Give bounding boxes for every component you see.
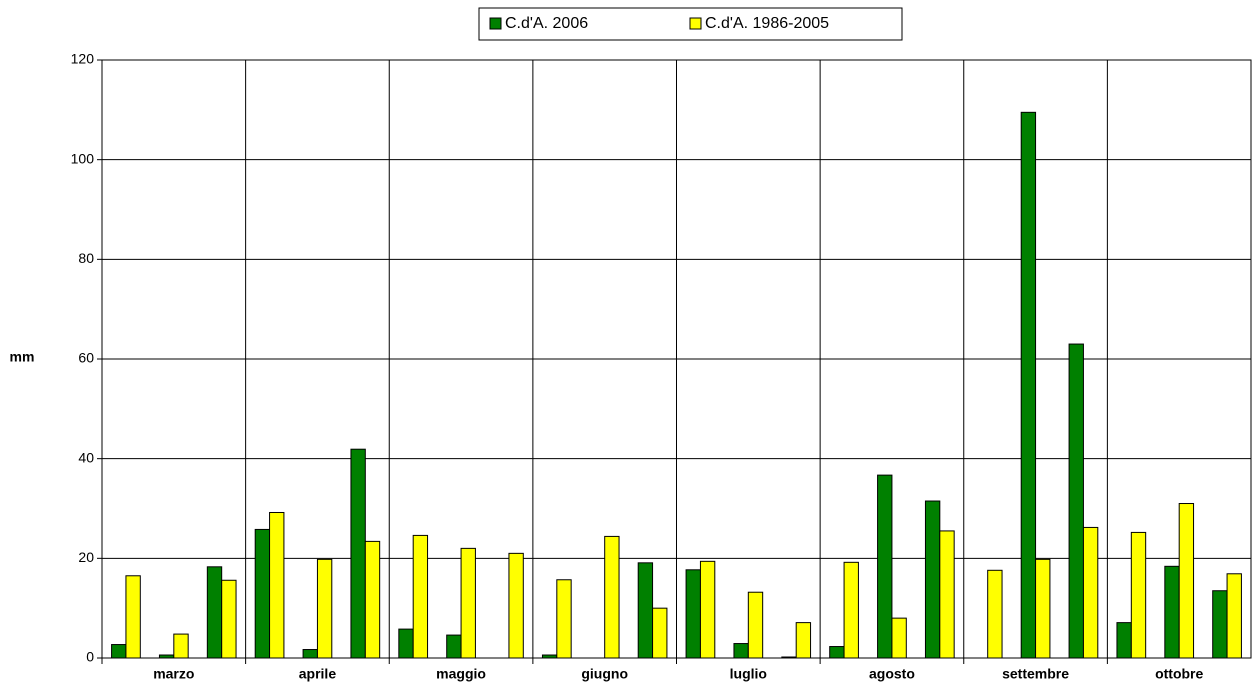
bar	[412, 534, 429, 659]
bar	[877, 474, 893, 659]
y-tick-label: 20	[78, 549, 94, 565]
bar	[1068, 343, 1084, 659]
x-tick-label: marzo	[153, 666, 194, 682]
bar	[1116, 622, 1132, 659]
bar	[158, 654, 175, 659]
bar	[541, 654, 558, 659]
y-tick-label: 120	[71, 51, 95, 67]
bar	[699, 560, 716, 659]
bar	[350, 448, 366, 659]
bar	[206, 566, 223, 659]
bar	[829, 646, 845, 659]
bar	[364, 540, 381, 659]
bar	[221, 579, 237, 659]
bar	[604, 535, 620, 659]
legend-label: C.d'A. 2006	[505, 15, 588, 32]
bar	[637, 562, 654, 659]
x-tick-label: ottobre	[1155, 666, 1203, 682]
bar	[987, 569, 1003, 659]
bar	[924, 500, 941, 659]
x-tick-label: settembre	[1002, 666, 1069, 682]
bar	[747, 591, 764, 659]
bar	[446, 634, 462, 659]
bar	[685, 569, 701, 659]
y-tick-label: 60	[78, 350, 94, 366]
bar	[652, 607, 668, 659]
bar	[1035, 558, 1051, 659]
legend-swatch	[489, 17, 502, 30]
bar	[1020, 111, 1037, 659]
legend-swatch	[689, 17, 702, 30]
x-tick-label: luglio	[730, 666, 767, 682]
bar	[1130, 531, 1147, 659]
bar	[939, 530, 955, 659]
y-tick-label: 40	[78, 449, 94, 465]
bar	[1082, 526, 1099, 659]
y-tick-label: 100	[71, 150, 95, 166]
y-tick-label: 0	[86, 649, 94, 665]
y-axis-label: mm	[10, 349, 35, 365]
bar	[398, 628, 414, 659]
bar	[316, 558, 333, 659]
bar	[843, 561, 859, 659]
bar	[556, 579, 572, 659]
bar	[1164, 565, 1180, 659]
bar	[1212, 590, 1228, 659]
bar	[125, 575, 141, 659]
bar	[1178, 503, 1195, 659]
bar	[460, 547, 476, 659]
bar	[254, 528, 271, 659]
legend-label: C.d'A. 1986-2005	[705, 15, 829, 32]
bar	[795, 622, 812, 659]
bar	[302, 649, 318, 659]
x-tick-label: giugno	[581, 666, 628, 682]
bar	[111, 644, 127, 659]
y-tick-label: 80	[78, 250, 94, 266]
x-tick-label: maggio	[436, 666, 486, 682]
bar	[173, 633, 189, 659]
bar	[781, 656, 797, 659]
bar	[733, 643, 749, 659]
bar	[1226, 573, 1242, 659]
bar	[508, 552, 524, 659]
bar	[891, 617, 907, 659]
x-tick-label: aprile	[299, 666, 337, 682]
bar	[269, 511, 285, 659]
x-tick-label: agosto	[869, 666, 915, 682]
plot-frame	[101, 59, 1252, 659]
